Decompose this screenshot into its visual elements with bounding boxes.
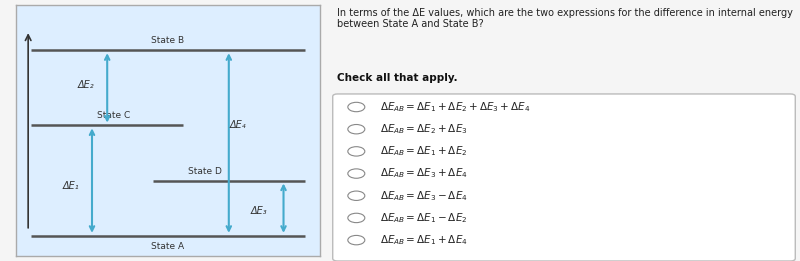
Text: ΔE₁: ΔE₁ [62,181,79,191]
Text: ΔE₃: ΔE₃ [251,206,267,216]
Text: $\Delta E_{AB} = \Delta E_3 + \Delta E_4$: $\Delta E_{AB} = \Delta E_3 + \Delta E_4… [380,167,468,180]
Text: State C: State C [97,111,130,121]
Text: $\Delta E_{AB} = \Delta E_2 + \Delta E_3$: $\Delta E_{AB} = \Delta E_2 + \Delta E_3… [380,122,467,136]
Text: $\Delta E_{AB} = \Delta E_1 + \Delta E_2 + \Delta E_3 + \Delta E_4$: $\Delta E_{AB} = \Delta E_1 + \Delta E_2… [380,100,530,114]
Text: $\Delta E_{AB} = \Delta E_1 + \Delta E_4$: $\Delta E_{AB} = \Delta E_1 + \Delta E_4… [380,233,468,247]
Text: State B: State B [151,36,185,45]
Text: $\Delta E_{AB} = \Delta E_1 + \Delta E_2$: $\Delta E_{AB} = \Delta E_1 + \Delta E_2… [380,145,467,158]
Text: $\Delta E_{AB} = \Delta E_3 - \Delta E_4$: $\Delta E_{AB} = \Delta E_3 - \Delta E_4… [380,189,468,203]
Text: In terms of the ΔE values, which are the two expressions for the difference in i: In terms of the ΔE values, which are the… [338,8,794,29]
Text: ΔE₂: ΔE₂ [78,80,94,90]
FancyBboxPatch shape [333,94,795,261]
Text: ΔE₄: ΔE₄ [230,121,246,130]
Text: State A: State A [151,242,185,251]
Text: Check all that apply.: Check all that apply. [338,73,458,83]
Text: State D: State D [187,167,222,176]
Text: $\Delta E_{AB} = \Delta E_1 - \Delta E_2$: $\Delta E_{AB} = \Delta E_1 - \Delta E_2… [380,211,467,225]
